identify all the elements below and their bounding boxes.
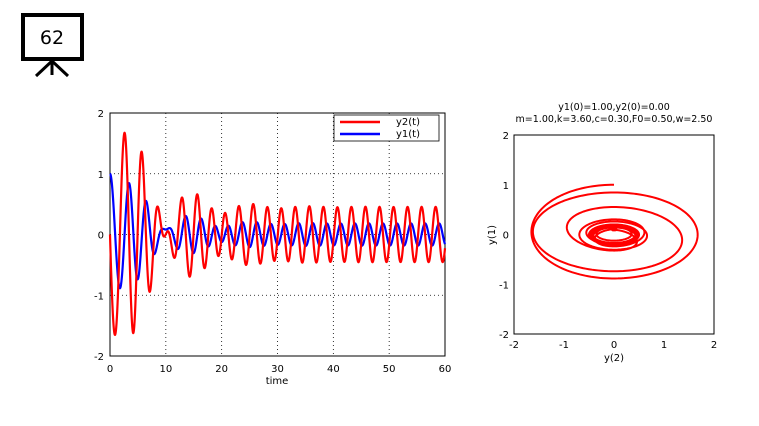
x-tick-label: -2 bbox=[509, 340, 519, 351]
y-tick-label: -1 bbox=[94, 291, 104, 302]
x-tick-label: 50 bbox=[383, 364, 396, 375]
slide-number: 62 bbox=[40, 27, 64, 49]
x-tick-label: 40 bbox=[327, 364, 340, 375]
phase-curve bbox=[530, 183, 699, 280]
time-series-lines bbox=[108, 131, 447, 336]
time-legend: y2(t) y1(t) bbox=[333, 114, 440, 142]
x-tick-label: 0 bbox=[611, 340, 617, 351]
phase-tick-labels: -2 -1 0 1 2 2 1 0 -1 -2 bbox=[499, 131, 717, 351]
y-tick-label: 0 bbox=[503, 231, 509, 242]
phase-title: y1(0)=1.00,y2(0)=0.00 bbox=[558, 102, 670, 113]
x-tick-label: 10 bbox=[159, 364, 172, 375]
time-x-axis-label: time bbox=[266, 376, 289, 387]
y-tick-label: 2 bbox=[98, 109, 104, 120]
x-tick-label: -1 bbox=[559, 340, 569, 351]
y-tick-label: 2 bbox=[503, 131, 509, 142]
phase-y-axis-label: y(1) bbox=[487, 225, 498, 245]
phase-series-line bbox=[530, 183, 699, 280]
legend-box bbox=[333, 114, 440, 142]
y-tick-label: 0 bbox=[98, 231, 104, 242]
legend-label-y1: y1(t) bbox=[396, 129, 420, 140]
phase-x-axis-label: y(2) bbox=[604, 353, 624, 364]
y-tick-label: -2 bbox=[94, 352, 104, 363]
phase-plot-area bbox=[513, 134, 715, 335]
phase-portrait-chart: y1(0)=1.00,y2(0)=0.00 m=1.00,k=3.60,c=0.… bbox=[487, 102, 717, 364]
x-tick-label: 0 bbox=[107, 364, 113, 375]
y-tick-label: -2 bbox=[499, 330, 509, 341]
presentation-board-icon bbox=[21, 13, 84, 78]
x-tick-label: 2 bbox=[711, 340, 717, 351]
series-line-y2 bbox=[108, 131, 447, 336]
x-tick-label: 30 bbox=[271, 364, 284, 375]
legend-label-y2: y2(t) bbox=[396, 117, 420, 128]
x-tick-label: 20 bbox=[215, 364, 228, 375]
x-tick-label: 60 bbox=[439, 364, 452, 375]
y-tick-label: 1 bbox=[503, 181, 509, 192]
y-tick-label: 1 bbox=[98, 170, 104, 181]
time-grid bbox=[110, 113, 445, 356]
phase-subtitle: m=1.00,k=3.60,c=0.30,F0=0.50,w=2.50 bbox=[516, 114, 713, 125]
x-tick-label: 1 bbox=[661, 340, 667, 351]
y-tick-label: -1 bbox=[499, 280, 509, 291]
